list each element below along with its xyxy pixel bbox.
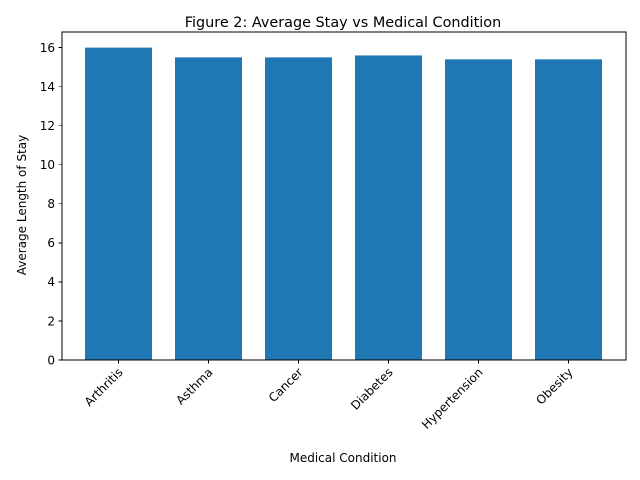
plot-frame bbox=[61, 31, 627, 361]
x-tick-label: Obesity bbox=[533, 365, 575, 407]
x-tick-label: Arthritis bbox=[82, 365, 126, 409]
x-tick-label: Asthma bbox=[173, 365, 215, 407]
y-tick-label: 0 bbox=[47, 353, 55, 367]
bars-group bbox=[85, 47, 602, 361]
bar-obesity bbox=[535, 59, 602, 360]
bar-hypertension bbox=[445, 59, 512, 360]
bar-cancer bbox=[265, 57, 332, 360]
y-tick-label: 12 bbox=[40, 119, 55, 133]
bar-arthritis bbox=[85, 47, 152, 361]
y-tick-label: 2 bbox=[47, 314, 55, 328]
y-tick-label: 16 bbox=[40, 41, 55, 55]
x-axis-label: Medical Condition bbox=[289, 451, 396, 465]
axes-frame bbox=[61, 31, 627, 361]
chart-title: Figure 2: Average Stay vs Medical Condit… bbox=[185, 15, 501, 31]
x-tick-label: Hypertension bbox=[419, 365, 486, 432]
y-tick-label: 6 bbox=[47, 236, 55, 250]
y-axis-label: Average Length of Stay bbox=[15, 135, 29, 275]
y-tick-label: 14 bbox=[40, 80, 55, 94]
y-tick-label: 4 bbox=[47, 275, 55, 289]
y-axis-ticks: 0 2 4 6 8 10 12 14 16 bbox=[40, 41, 62, 367]
x-tick-label: Cancer bbox=[266, 365, 306, 405]
x-tick-label: Diabetes bbox=[348, 365, 396, 413]
bar-asthma bbox=[175, 57, 242, 360]
y-tick-label: 8 bbox=[47, 197, 55, 211]
y-tick-label: 10 bbox=[40, 158, 55, 172]
bar-diabetes bbox=[355, 55, 422, 361]
x-axis-ticks: Arthritis Asthma Cancer Diabetes Hypertensio… bbox=[82, 360, 576, 432]
